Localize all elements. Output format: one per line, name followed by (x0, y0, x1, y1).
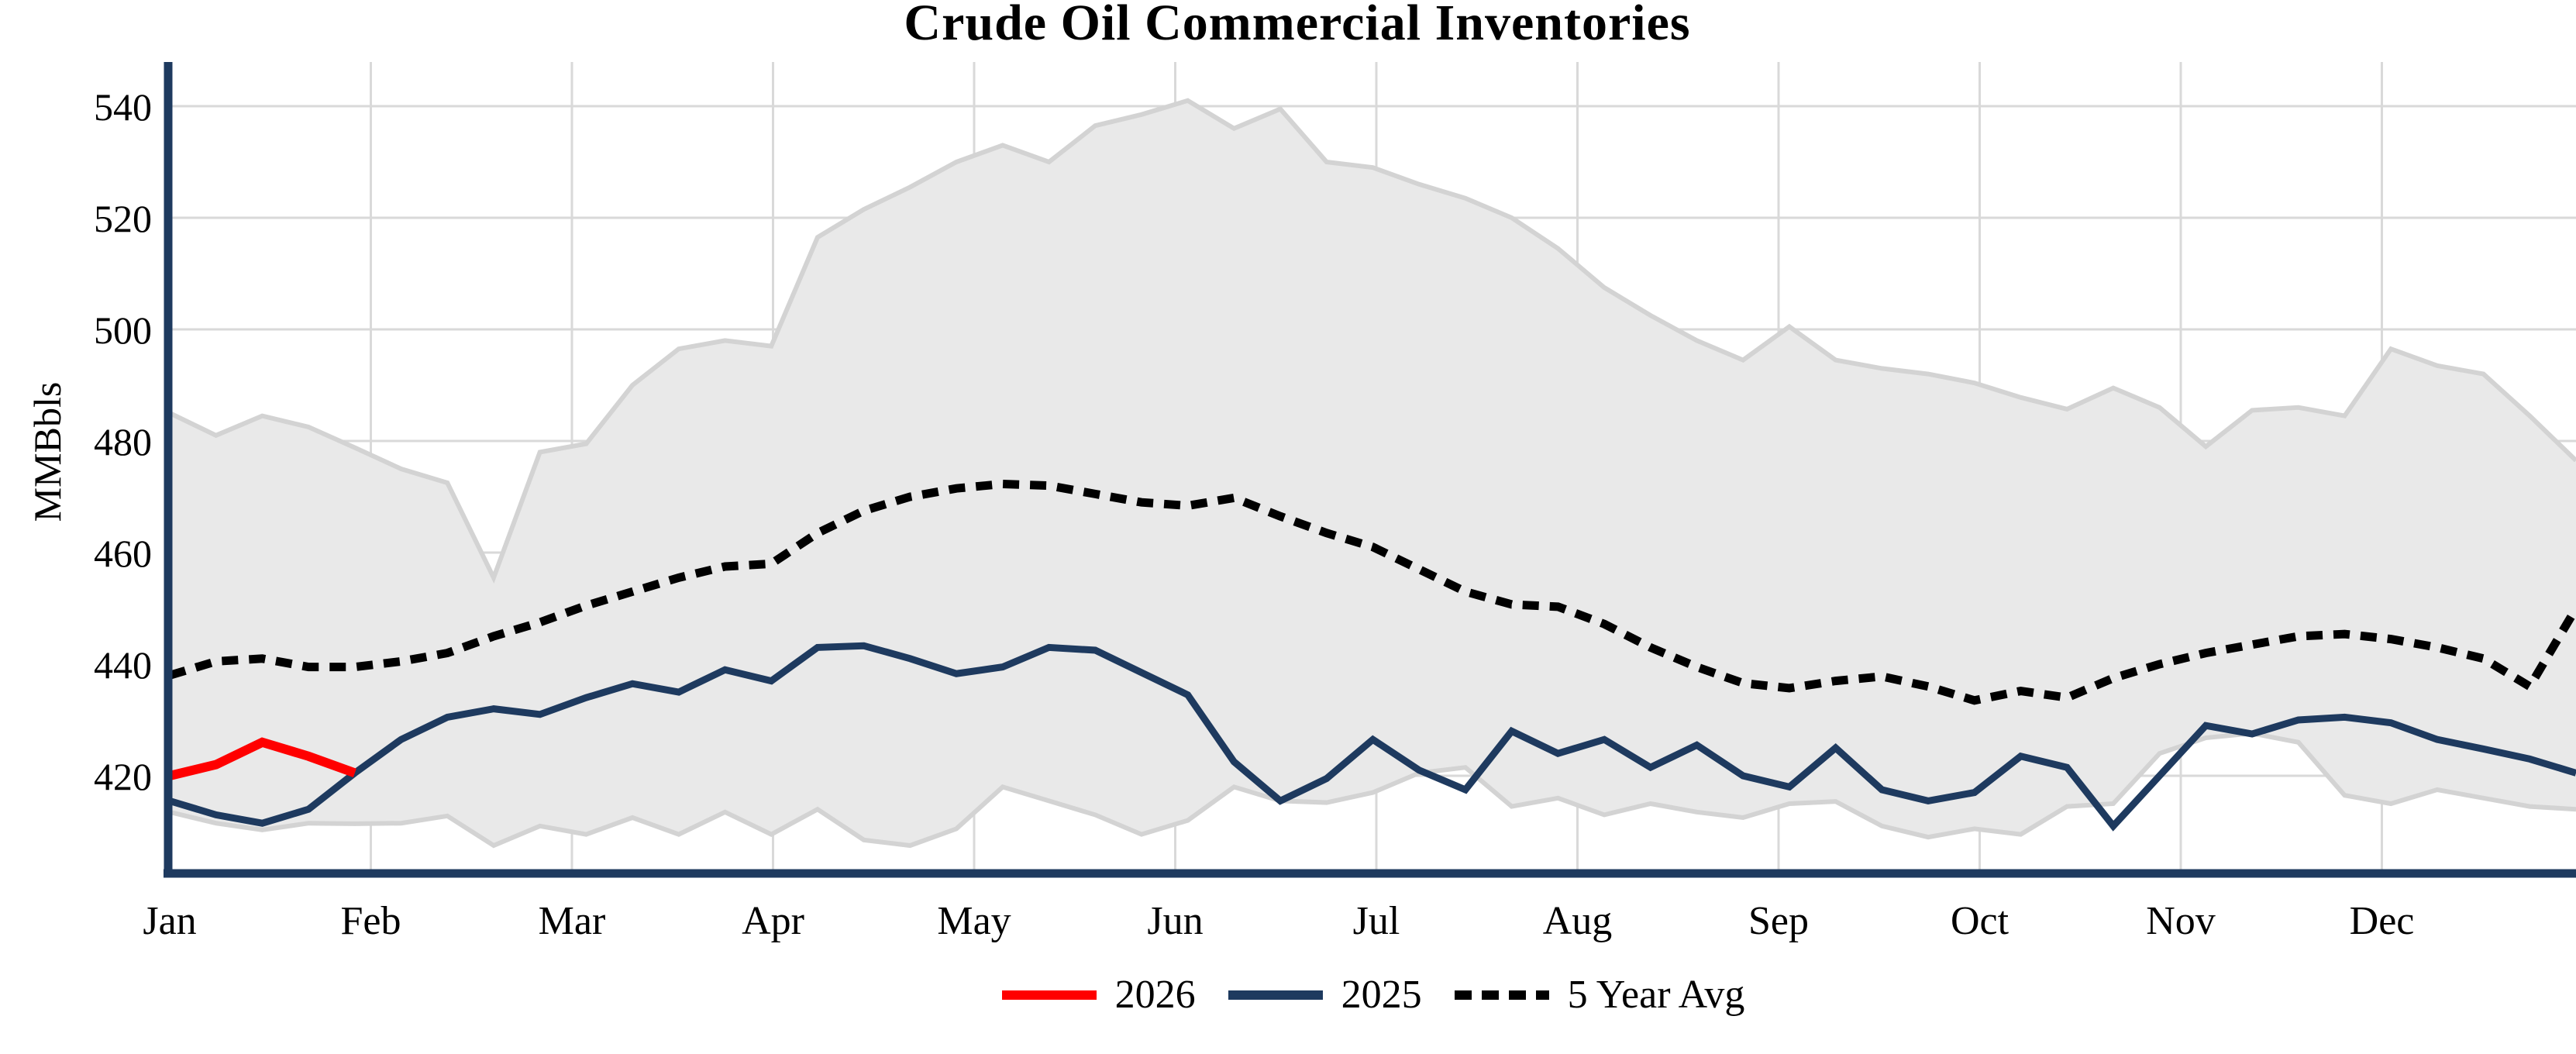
band-bottom-edge (169, 731, 2576, 849)
x-tick-label: Jul (1353, 899, 1400, 943)
legend-item-2026: 2026 (1001, 973, 1196, 1017)
x-tick-label: Feb (341, 899, 401, 943)
x-tick-label: Apr (742, 899, 804, 943)
chart-title: Crude Oil Commercial Inventories (904, 0, 1691, 51)
series-line-2026 (168, 737, 356, 780)
y-tick-label: 520 (94, 197, 152, 240)
x-tick-label: Jan (143, 899, 196, 943)
y-tick-label: 460 (94, 532, 152, 575)
tick-labels: 540 520 500 480 460 440 420 Jan Feb Mar Apr May Jun J… (94, 85, 2414, 943)
legend: 2026 2025 5 Year Avg (85, 975, 2576, 1015)
legend-item-5yr-avg: 5 Year Avg (1454, 973, 1745, 1017)
x-tick-label: Mar (539, 899, 606, 943)
y-tick-label: 540 (94, 85, 152, 129)
legend-label-2026: 2026 (1114, 973, 1196, 1017)
y-tick-label: 420 (94, 755, 152, 798)
legend-item-2025: 2025 (1228, 975, 1422, 1015)
legend-swatch-5yr-avg-dashes (1454, 990, 1549, 1000)
legend-swatch-2025-line (1228, 990, 1323, 1000)
series-line-2025 (168, 642, 2576, 832)
y-tick-label: 500 (94, 308, 152, 352)
x-tick-label: Jun (1147, 899, 1203, 943)
axes (164, 62, 2576, 878)
legend-label-5yr-avg: 5 Year Avg (1567, 973, 1745, 1017)
series-line-5-year-avg (168, 479, 2576, 705)
x-tick-label: Oct (1951, 899, 2009, 943)
legend-swatch-2026-line (1001, 990, 1097, 1000)
band-fill (170, 100, 2576, 846)
y-axis-title: MMBbls (26, 381, 69, 522)
x-tick-label: May (937, 899, 1011, 943)
x-tick-label: Aug (1543, 899, 1613, 943)
y-tick-label: 480 (94, 420, 152, 463)
x-tick-label: Nov (2146, 899, 2216, 943)
band-top-edge (168, 98, 2576, 584)
y-tick-label: 440 (94, 643, 152, 687)
legend-label-2025: 2025 (1341, 973, 1422, 1017)
series-lines (168, 479, 2576, 832)
x-tick-label: Dec (2350, 899, 2415, 943)
x-tick-label: Sep (1748, 899, 1809, 943)
five-year-range-band (168, 98, 2576, 849)
